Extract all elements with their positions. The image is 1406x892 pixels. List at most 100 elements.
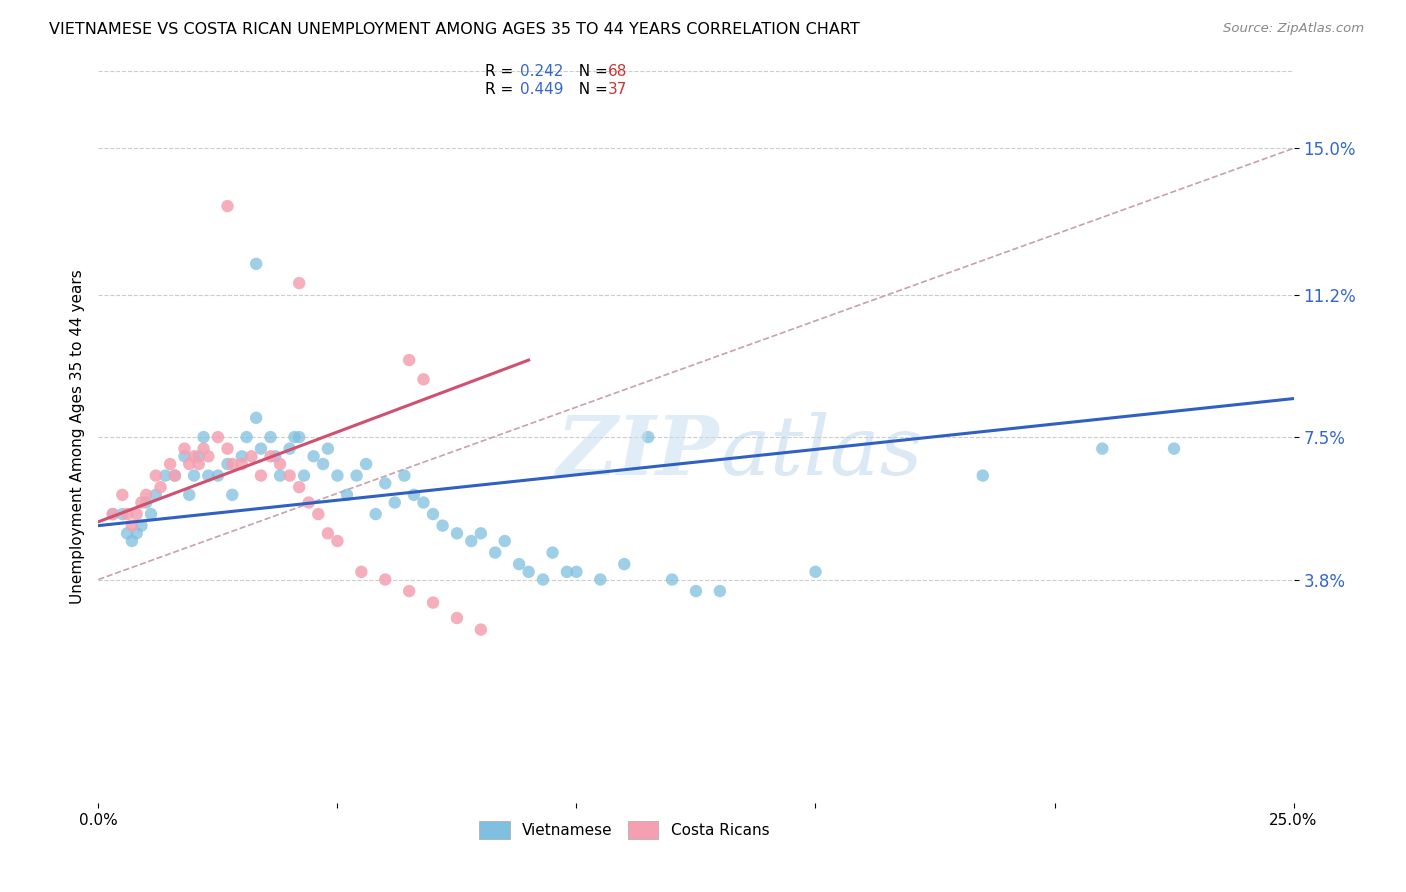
Vietnamese — [269, 468, 291, 483]
Costa Ricans — [173, 442, 195, 456]
Vietnamese — [217, 457, 239, 471]
Costa Ricans — [412, 372, 434, 386]
Vietnamese — [250, 442, 273, 456]
Y-axis label: Unemployment Among Ages 35 to 44 years: Unemployment Among Ages 35 to 44 years — [69, 269, 84, 605]
Vietnamese — [402, 488, 425, 502]
Costa Ricans — [145, 468, 167, 483]
Vietnamese — [565, 565, 588, 579]
Vietnamese — [531, 573, 554, 587]
Costa Ricans — [217, 442, 239, 456]
Costa Ricans — [101, 507, 124, 521]
Costa Ricans — [159, 457, 181, 471]
Vietnamese — [111, 507, 134, 521]
Vietnamese — [131, 518, 153, 533]
Vietnamese — [121, 534, 143, 549]
Vietnamese — [139, 507, 162, 521]
Vietnamese — [193, 430, 215, 444]
Costa Ricans — [250, 468, 273, 483]
Text: ZIP: ZIP — [557, 412, 720, 491]
Vietnamese — [804, 565, 827, 579]
Vietnamese — [1163, 442, 1185, 456]
Costa Ricans — [398, 353, 420, 368]
Vietnamese — [589, 573, 612, 587]
Vietnamese — [312, 457, 335, 471]
Text: 37: 37 — [607, 82, 627, 96]
Costa Ricans — [422, 596, 444, 610]
Vietnamese — [446, 526, 468, 541]
Vietnamese — [326, 468, 349, 483]
Costa Ricans — [183, 450, 205, 464]
Costa Ricans — [179, 457, 201, 471]
Vietnamese — [346, 468, 368, 483]
Vietnamese — [135, 495, 157, 509]
Vietnamese — [264, 450, 287, 464]
Costa Ricans — [298, 495, 321, 509]
Vietnamese — [394, 468, 416, 483]
Costa Ricans — [446, 611, 468, 625]
Costa Ricans — [149, 480, 172, 494]
Costa Ricans — [278, 468, 301, 483]
Vietnamese — [115, 526, 138, 541]
Vietnamese — [364, 507, 387, 521]
Vietnamese — [354, 457, 377, 471]
Text: VIETNAMESE VS COSTA RICAN UNEMPLOYMENT AMONG AGES 35 TO 44 YEARS CORRELATION CHA: VIETNAMESE VS COSTA RICAN UNEMPLOYMENT A… — [49, 22, 860, 37]
Vietnamese — [145, 488, 167, 502]
Costa Ricans — [288, 480, 311, 494]
Costa Ricans — [470, 623, 492, 637]
Vietnamese — [231, 450, 253, 464]
Text: N =: N = — [569, 82, 613, 96]
Costa Ricans — [163, 468, 186, 483]
Vietnamese — [288, 430, 311, 444]
Costa Ricans — [288, 276, 311, 290]
Vietnamese — [637, 430, 659, 444]
Vietnamese — [661, 573, 683, 587]
Legend: Vietnamese, Costa Ricans: Vietnamese, Costa Ricans — [471, 814, 778, 847]
Text: 0.449: 0.449 — [520, 82, 564, 96]
Text: atlas: atlas — [720, 412, 922, 491]
Text: Source: ZipAtlas.com: Source: ZipAtlas.com — [1223, 22, 1364, 36]
Vietnamese — [221, 488, 243, 502]
Vietnamese — [101, 507, 124, 521]
Costa Ricans — [316, 526, 339, 541]
Costa Ricans — [125, 507, 148, 521]
Vietnamese — [484, 545, 506, 559]
Vietnamese — [517, 565, 540, 579]
Vietnamese — [1091, 442, 1114, 456]
Vietnamese — [245, 257, 267, 271]
Text: 0.242: 0.242 — [520, 64, 564, 78]
Vietnamese — [494, 534, 516, 549]
Vietnamese — [245, 410, 267, 425]
Vietnamese — [173, 450, 195, 464]
Vietnamese — [336, 488, 359, 502]
Vietnamese — [187, 450, 209, 464]
Vietnamese — [685, 584, 707, 599]
Vietnamese — [541, 545, 564, 559]
Vietnamese — [197, 468, 219, 483]
Vietnamese — [422, 507, 444, 521]
Vietnamese — [508, 557, 530, 571]
Vietnamese — [460, 534, 482, 549]
Vietnamese — [235, 430, 257, 444]
Text: R =: R = — [485, 64, 519, 78]
Costa Ricans — [221, 457, 243, 471]
Costa Ricans — [350, 565, 373, 579]
Costa Ricans — [121, 518, 143, 533]
Vietnamese — [470, 526, 492, 541]
Text: R =: R = — [485, 82, 519, 96]
Costa Ricans — [197, 450, 219, 464]
Vietnamese — [555, 565, 578, 579]
Costa Ricans — [269, 457, 291, 471]
Vietnamese — [278, 442, 301, 456]
Costa Ricans — [115, 507, 138, 521]
Vietnamese — [972, 468, 994, 483]
Costa Ricans — [193, 442, 215, 456]
Vietnamese — [709, 584, 731, 599]
Vietnamese — [125, 526, 148, 541]
Costa Ricans — [207, 430, 229, 444]
Costa Ricans — [135, 488, 157, 502]
Costa Ricans — [111, 488, 134, 502]
Costa Ricans — [217, 199, 239, 213]
Costa Ricans — [398, 584, 420, 599]
Vietnamese — [179, 488, 201, 502]
Costa Ricans — [374, 573, 396, 587]
